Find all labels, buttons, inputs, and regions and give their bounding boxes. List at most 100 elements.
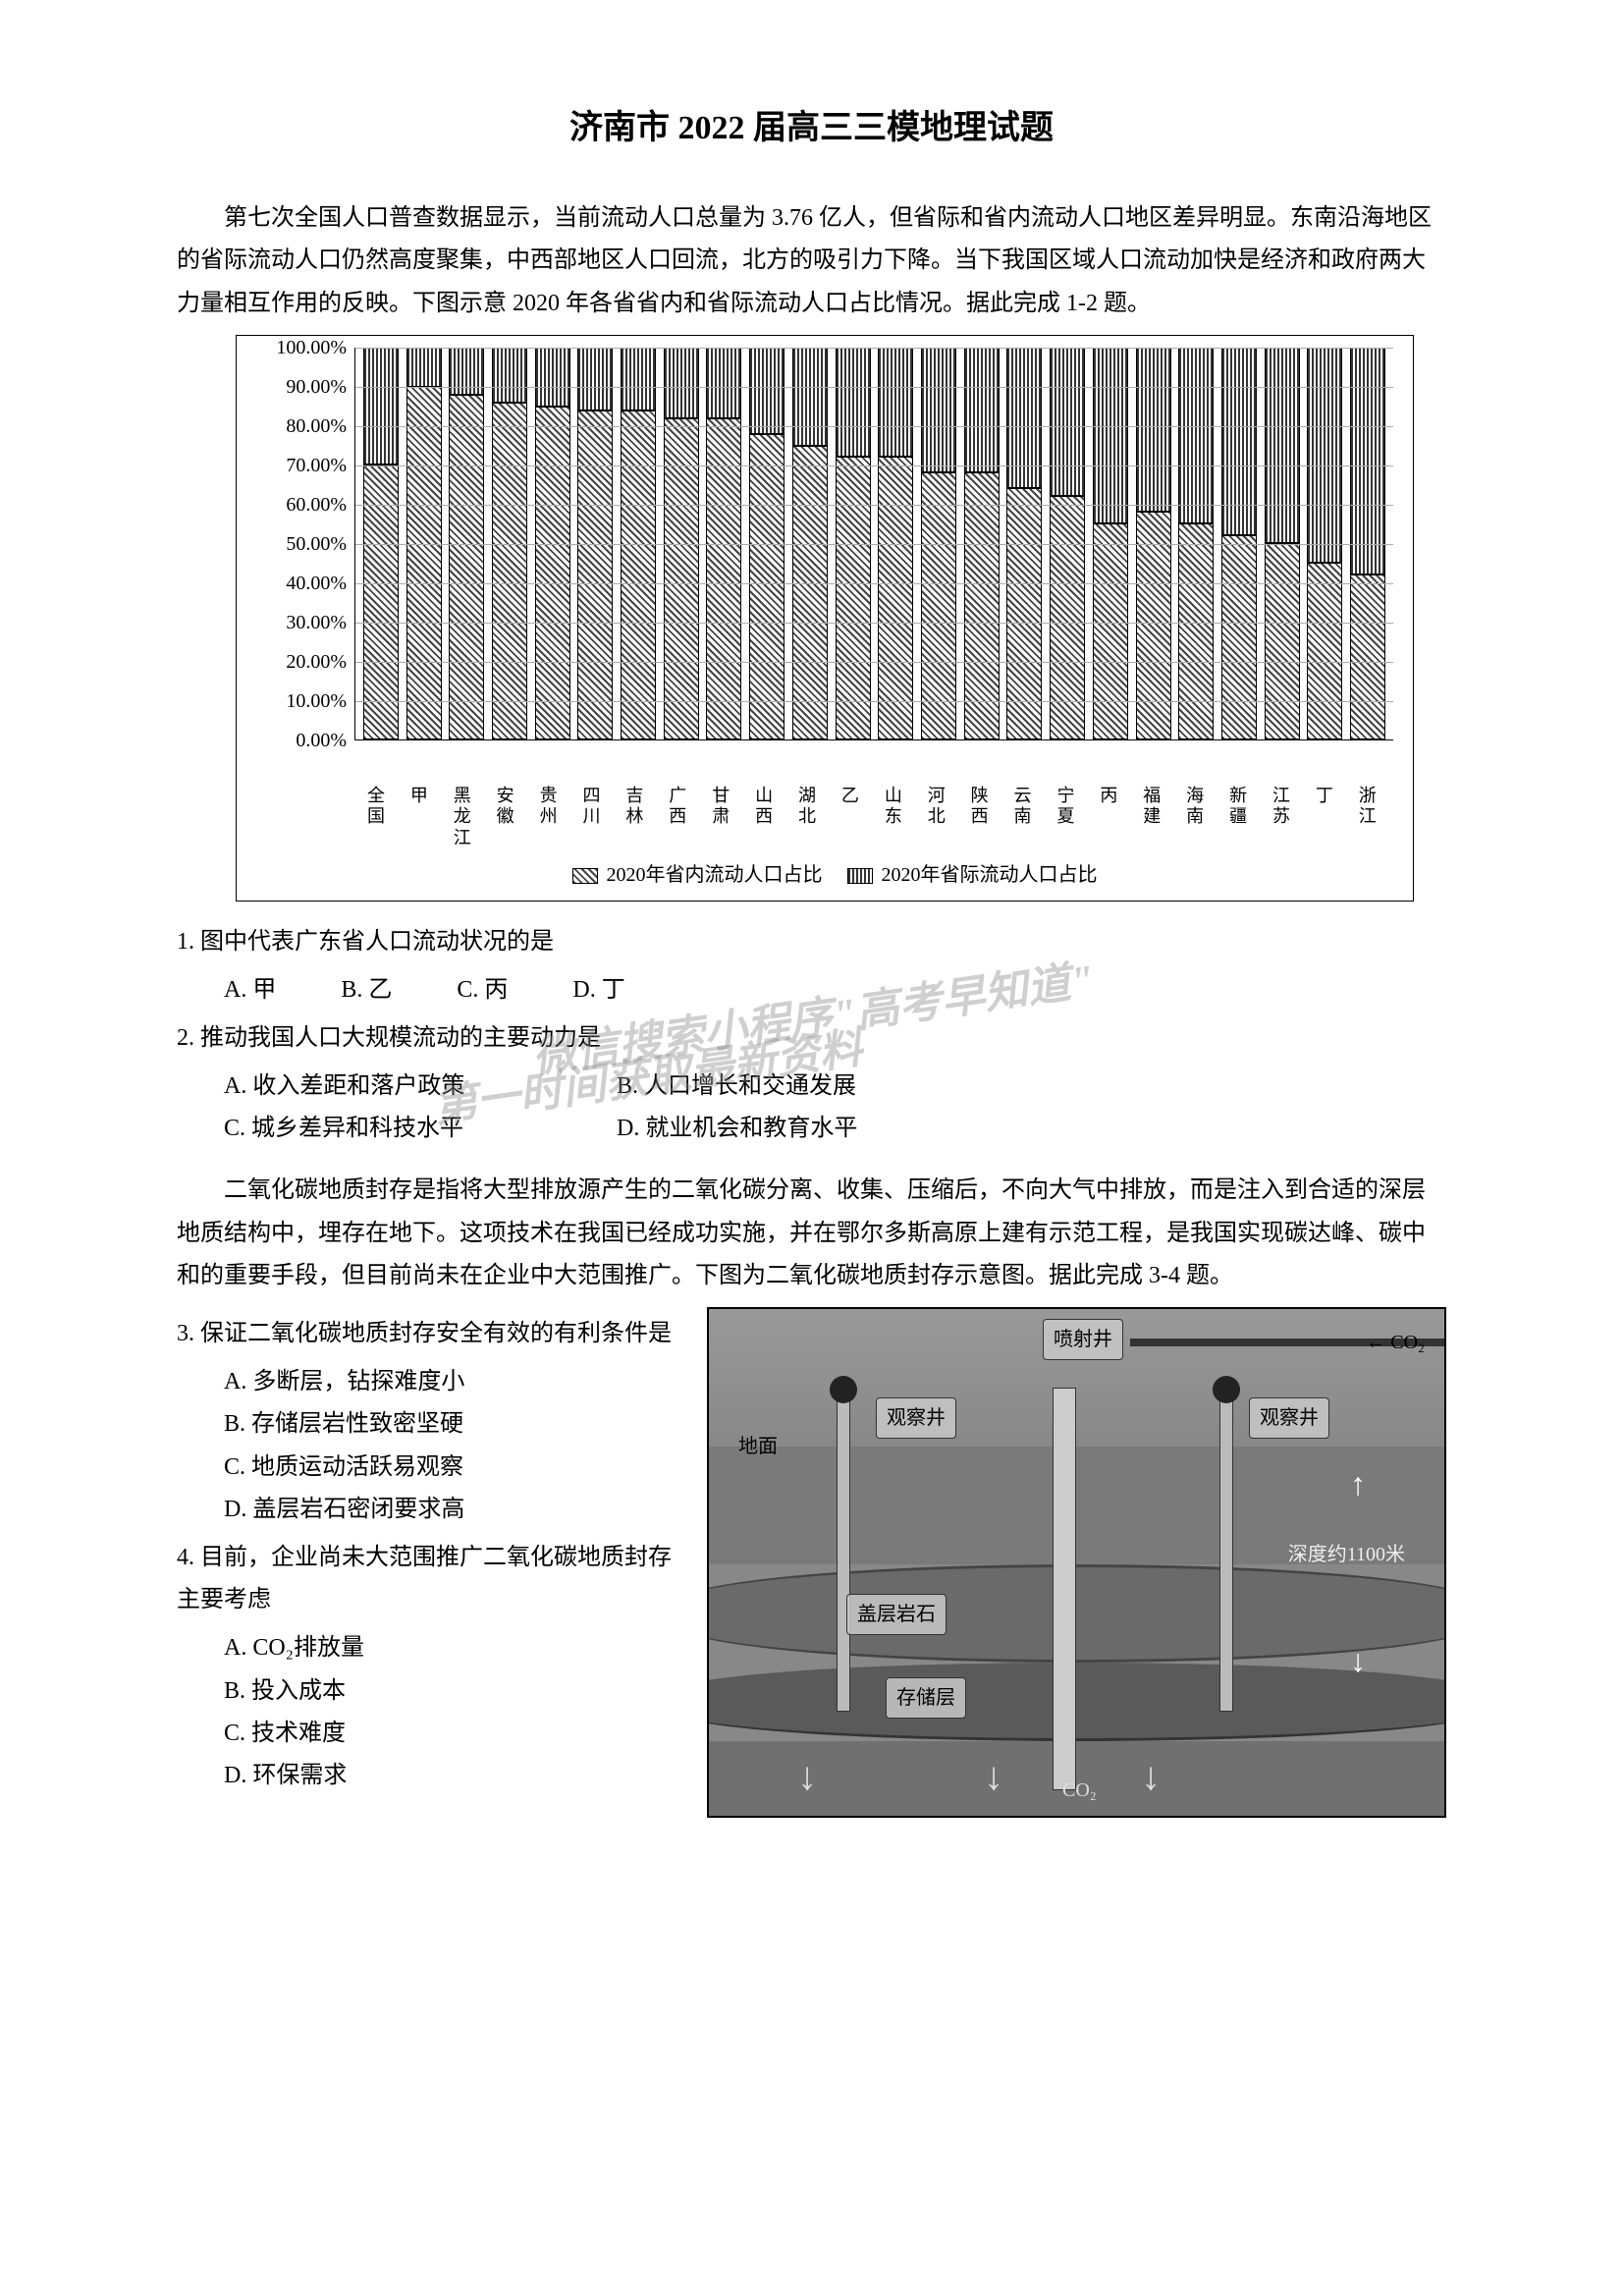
- bar-inter: [706, 348, 741, 418]
- bar-intra: [1050, 496, 1085, 738]
- arrow-down-icon: ↓: [1350, 1633, 1366, 1690]
- bar-inter: [749, 348, 784, 434]
- injection-well: [1053, 1388, 1076, 1790]
- bar-intra: [1178, 523, 1214, 738]
- intro-paragraph-1: 第七次全国人口普查数据显示，当前流动人口总量为 3.76 亿人，但省际和省内流动…: [177, 197, 1446, 325]
- grid-line: [355, 662, 1393, 663]
- bar-intra: [577, 410, 613, 739]
- q4-option-d: D. 环保需求: [224, 1755, 687, 1797]
- q4-option-c: C. 技术难度: [224, 1713, 687, 1755]
- x-tick-label: 黑龙江: [445, 786, 480, 849]
- bar-intra: [1307, 563, 1342, 739]
- q1-option-a: A. 甲: [224, 969, 276, 1011]
- x-tick-label: 山东: [876, 786, 911, 849]
- question-4-stem: 4. 目前，企业尚未大范围推广二氧化碳地质封存主要考虑: [177, 1537, 687, 1621]
- plot-area: [354, 348, 1393, 740]
- observation-well-right: [1219, 1388, 1233, 1712]
- bar-intra: [621, 410, 656, 739]
- x-tick-label: 贵州: [531, 786, 567, 849]
- grid-line: [355, 387, 1393, 388]
- population-chart: 0.00%10.00%20.00%30.00%40.00%50.00%60.00…: [236, 335, 1414, 902]
- y-tick-label: 100.00%: [276, 330, 347, 365]
- legend-swatch-intra: [572, 868, 598, 884]
- y-tick-label: 30.00%: [286, 605, 347, 640]
- grid-line: [355, 623, 1393, 624]
- bar-intra: [792, 446, 828, 739]
- bar-intra: [535, 407, 570, 739]
- bar-inter: [921, 348, 956, 473]
- bar-inter: [406, 348, 442, 387]
- bar-inter: [836, 348, 871, 458]
- x-tick-label: 河北: [919, 786, 954, 849]
- bar-inter: [577, 348, 613, 410]
- grid-line: [355, 544, 1393, 545]
- q4-option-a: A. CO₂排放量: [224, 1627, 687, 1669]
- q3-option-d: D. 盖层岩石密闭要求高: [224, 1489, 687, 1531]
- bar-intra: [1221, 535, 1257, 738]
- well-cap-icon: [1213, 1376, 1240, 1403]
- bar-inter: [535, 348, 570, 407]
- question-3-stem: 3. 保证二氧化碳地质封存安全有效的有利条件是: [177, 1313, 687, 1355]
- x-tick-label: 陕西: [962, 786, 998, 849]
- x-tick-label: 安徽: [488, 786, 523, 849]
- x-tick-label: 四川: [573, 786, 609, 849]
- injection-well-label: 喷射井: [1043, 1319, 1123, 1360]
- y-tick-label: 70.00%: [286, 448, 347, 483]
- question-1-stem: 1. 图中代表广东省人口流动状况的是: [177, 921, 1446, 963]
- q1-option-c: C. 丙: [457, 969, 508, 1011]
- bar-intra: [1093, 523, 1128, 738]
- q1-option-b: B. 乙: [341, 969, 392, 1011]
- bar-intra: [1265, 543, 1300, 739]
- co2-bottom-label: CO₂: [1053, 1771, 1107, 1810]
- q2-option-c: C. 城乡差异和科技水平: [224, 1108, 617, 1150]
- y-tick-label: 40.00%: [286, 566, 347, 601]
- x-tick-label: 丁: [1307, 786, 1342, 849]
- depth-label: 深度约1100米: [1278, 1535, 1415, 1574]
- bar-inter: [492, 348, 527, 403]
- bar-inter: [664, 348, 699, 418]
- co2-storage-diagram: ← CO₂ 喷射井 观察井 观察井 地面 盖层岩石 存储层 深度约1100米 C…: [707, 1307, 1446, 1818]
- legend-label-inter: 2020年省际流动人口占比: [882, 864, 1098, 886]
- intro-paragraph-2: 二氧化碳地质封存是指将大型排放源产生的二氧化碳分离、收集、压缩后，不向大气中排放…: [177, 1170, 1446, 1297]
- bar-intra: [836, 457, 871, 738]
- chart-legend: 2020年省内流动人口占比 2020年省际流动人口占比: [256, 857, 1393, 893]
- storage-label: 存储层: [886, 1677, 966, 1719]
- page-title: 济南市 2022 届高三三模地理试题: [177, 98, 1446, 158]
- storage-layer: [707, 1663, 1446, 1741]
- bar-intra: [449, 395, 484, 739]
- bar-intra: [1350, 574, 1385, 739]
- x-tick-label: 全国: [358, 786, 394, 849]
- x-tick-label: 乙: [833, 786, 868, 849]
- legend-swatch-inter: [847, 868, 873, 884]
- x-tick-label: 甘肃: [703, 786, 738, 849]
- bar-intra: [964, 472, 1000, 738]
- cap-rock-layer: [707, 1564, 1446, 1663]
- x-tick-label: 新疆: [1220, 786, 1256, 849]
- bar-intra: [878, 457, 913, 738]
- bar-inter: [1221, 348, 1257, 536]
- x-tick-label: 广西: [660, 786, 695, 849]
- y-tick-label: 20.00%: [286, 644, 347, 680]
- arrow-down-icon: ↓: [797, 1741, 817, 1812]
- q3-option-b: B. 存储层岩性致密坚硬: [224, 1403, 687, 1446]
- bar-inter: [1136, 348, 1171, 513]
- grid-line: [355, 426, 1393, 427]
- y-tick-label: 10.00%: [286, 683, 347, 719]
- bar-intra: [492, 403, 527, 739]
- grid-line: [355, 505, 1393, 506]
- bar-inter: [1178, 348, 1214, 524]
- y-tick-label: 90.00%: [286, 369, 347, 405]
- bar-inter: [1006, 348, 1042, 489]
- x-tick-label: 海南: [1177, 786, 1213, 849]
- bar-inter: [1093, 348, 1128, 524]
- y-axis: 0.00%10.00%20.00%30.00%40.00%50.00%60.00…: [256, 348, 354, 740]
- x-tick-label: 丙: [1091, 786, 1126, 849]
- bar-intra: [363, 465, 399, 738]
- arrow-up-icon: ↑: [1350, 1456, 1366, 1513]
- q2-option-a: A. 收入差距和落户政策: [224, 1066, 617, 1108]
- x-axis-labels: 全国甲黑龙江安徽贵州四川吉林广西甘肃山西湖北乙山东河北陕西云南宁夏丙福建海南新疆…: [256, 780, 1393, 849]
- q1-option-d: D. 丁: [572, 969, 624, 1011]
- q3-option-c: C. 地质运动活跃易观察: [224, 1447, 687, 1489]
- bar-inter: [878, 348, 913, 458]
- bar-intra: [921, 472, 956, 738]
